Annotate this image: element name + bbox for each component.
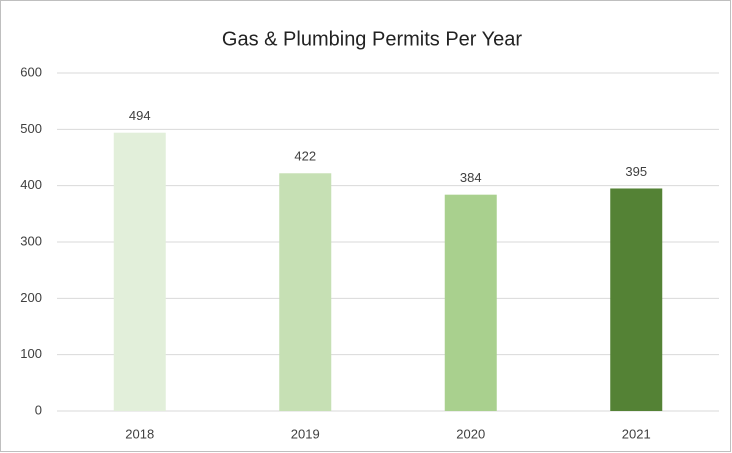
y-tick-label: 500 [20, 121, 42, 136]
y-tick-label: 200 [20, 290, 42, 305]
bar [113, 132, 166, 412]
y-tick-label: 400 [20, 177, 42, 192]
x-tick-label: 2018 [125, 426, 154, 441]
data-label: 384 [460, 170, 482, 185]
data-label: 395 [625, 164, 647, 179]
y-tick-label: 0 [35, 402, 42, 417]
y-tick-label: 600 [20, 64, 42, 79]
bar [279, 173, 332, 411]
data-label: 494 [129, 108, 151, 123]
y-tick-label: 300 [20, 233, 42, 248]
x-tick-label: 2020 [456, 426, 485, 441]
bar [444, 194, 497, 411]
x-tick-label: 2019 [291, 426, 320, 441]
chart-title: Gas & Plumbing Permits Per Year [222, 28, 522, 50]
x-tick-label: 2021 [622, 426, 651, 441]
y-tick-label: 100 [20, 346, 42, 361]
bar [610, 188, 663, 411]
data-label: 422 [294, 149, 316, 164]
